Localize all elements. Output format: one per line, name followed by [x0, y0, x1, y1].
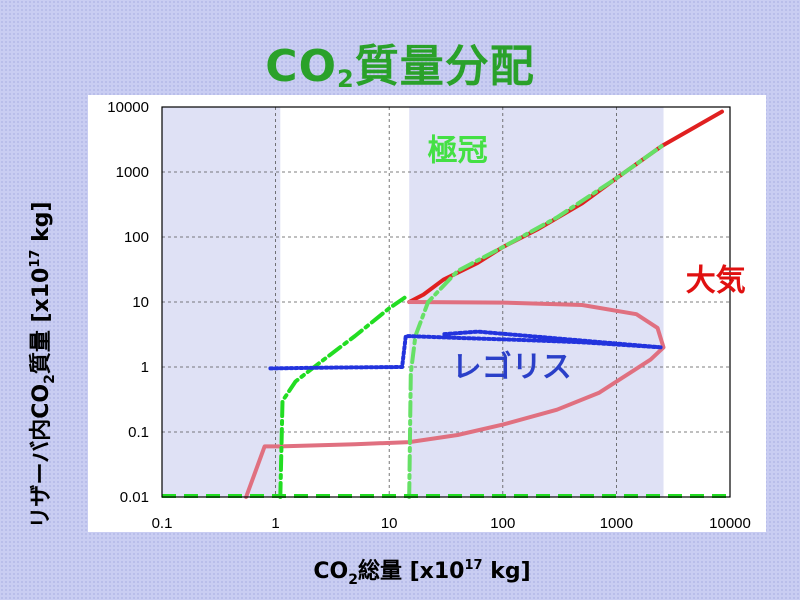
series	[162, 109, 730, 499]
y-tick-label-0: 0.01	[120, 489, 149, 506]
y-tick-label-5: 1000	[116, 164, 149, 181]
shaded-region-0	[162, 107, 281, 497]
x-tick-label-4: 1000	[600, 515, 633, 532]
series-line-atmosphere-loop	[244, 300, 666, 499]
axes-frame	[161, 106, 731, 498]
plot-frame	[161, 106, 731, 498]
series-line-polar-cap-low	[278, 294, 408, 499]
x-tick-labels: 0.1 1 10 100 1000 10000	[152, 515, 751, 532]
x-tick-label-1: 1	[271, 515, 279, 532]
y-tick-label-4: 100	[124, 229, 149, 246]
series-line-regolith	[268, 329, 664, 371]
y-axis-label: リザーバ内CO2質量 [x1017 kg]	[28, 201, 58, 528]
y-tick-label-6: 10000	[107, 99, 149, 116]
y-tick-label-3: 10	[132, 294, 149, 311]
x-tick-label-5: 10000	[709, 515, 751, 532]
x-tick-label-0: 0.1	[152, 515, 173, 532]
y-tick-label-2: 1	[141, 359, 149, 376]
x-axis-label: CO2総量 [x1017 kg]	[313, 558, 530, 588]
y-tick-labels: 0.01 0.1 1 10 100 1000 10000	[107, 99, 149, 506]
x-tick-label-2: 10	[381, 515, 398, 532]
annotation-2: レゴリス	[452, 350, 572, 385]
x-tick-label-3: 100	[490, 515, 515, 532]
series-line-polar-cap-high	[407, 144, 664, 499]
y-tick-label-1: 0.1	[128, 424, 149, 441]
page-title: CO2質量分配	[265, 41, 535, 93]
annotation-0: 極冠	[428, 134, 488, 169]
annotation-1: 大気	[686, 264, 746, 299]
